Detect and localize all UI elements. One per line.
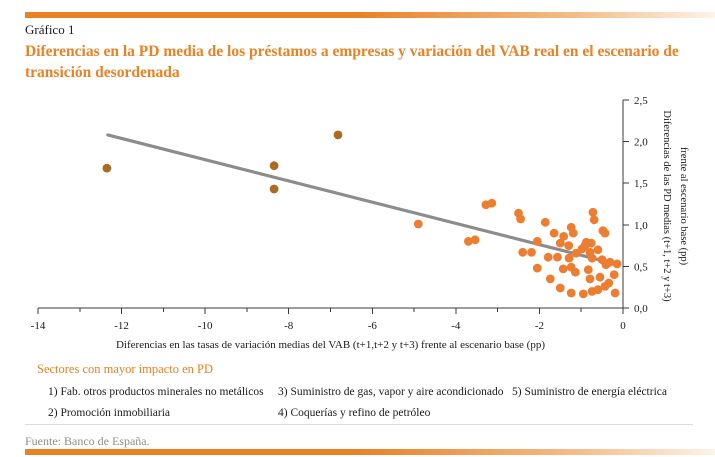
data-point xyxy=(610,288,620,298)
data-point xyxy=(545,274,555,284)
data-point xyxy=(593,245,603,255)
x-tick-label: -6 xyxy=(368,320,378,332)
data-point xyxy=(527,247,536,257)
highlighted-data-point xyxy=(269,161,279,171)
data-point xyxy=(487,198,497,208)
highlighted-data-point xyxy=(102,163,112,173)
data-point xyxy=(470,235,480,245)
data-point xyxy=(604,278,614,288)
data-point xyxy=(587,253,597,263)
highlighted-data-point xyxy=(333,130,343,140)
y-tick-label: 0,0 xyxy=(634,303,648,315)
x-tick-label: -2 xyxy=(535,320,544,332)
y-tick-label: 0,5 xyxy=(634,261,648,273)
data-point xyxy=(609,270,619,280)
data-point xyxy=(593,285,603,295)
figure-number: Gráfico 1 xyxy=(25,22,75,37)
data-point xyxy=(532,263,542,273)
legend-column-2: 3) Suministro de gas, vapor y aire acond… xyxy=(278,382,503,424)
data-point xyxy=(566,288,576,298)
data-point xyxy=(605,257,615,267)
figure-title: Diferencias en la PD media de los présta… xyxy=(25,43,679,81)
data-point xyxy=(564,253,574,263)
highlighted-data-point xyxy=(269,184,279,194)
legend-item-3: 3) Suministro de gas, vapor y aire acond… xyxy=(278,386,504,398)
data-point xyxy=(558,264,568,274)
legend-item-2: 2) Promoción inmobiliaria xyxy=(48,407,171,419)
legend-item-4: 4) Coquerías y refino de petróleo xyxy=(278,407,431,419)
data-point xyxy=(600,228,610,238)
data-point xyxy=(553,252,562,262)
y-axis-title-line2: frente al escenario base (pp) xyxy=(678,147,689,266)
legend-column-3: 5) Suministro de energía eléctrica xyxy=(512,382,667,403)
legend-heading: Sectores con mayor impacto en PD xyxy=(37,362,213,376)
data-point xyxy=(586,238,596,248)
x-tick-label: -4 xyxy=(451,320,461,332)
data-point xyxy=(543,252,553,262)
x-tick-label: -14 xyxy=(31,320,46,332)
data-point xyxy=(588,207,598,217)
data-point xyxy=(518,247,528,257)
legend-item-1: 1) Fab. otros productos minerales no met… xyxy=(48,386,264,398)
x-tick-label: -12 xyxy=(114,320,129,332)
data-point xyxy=(549,228,559,238)
data-point xyxy=(589,215,599,225)
source-note: Fuente: Banco de España. xyxy=(25,434,150,448)
data-point xyxy=(516,214,525,224)
x-tick-label: -8 xyxy=(284,320,294,332)
y-tick-label: 1,0 xyxy=(634,220,648,232)
y-axis-title-line1: Diferencias de las PD medias (t+1, t+2 y… xyxy=(661,110,672,302)
data-point xyxy=(555,238,565,248)
scatter-chart: -14 -12 -10 -8 -6 -4 -2 0 0,0 0,5 1,0 1,5 2,0 2,5 Dife… xyxy=(31,95,689,351)
data-point xyxy=(413,219,423,229)
data-point xyxy=(583,265,593,275)
footer-divider xyxy=(25,424,693,425)
trend-line xyxy=(106,133,614,265)
data-point xyxy=(578,289,588,299)
data-point xyxy=(464,237,473,246)
data-point xyxy=(568,228,578,238)
x-tick-label: -10 xyxy=(198,320,213,332)
legend-column-1: 1) Fab. otros productos minerales no met… xyxy=(48,382,264,424)
data-point xyxy=(595,272,605,282)
chart-area: -14 -12 -10 -8 -6 -4 -2 0 0,0 0,5 1,0 1,5 2,0 2,5 Dife… xyxy=(0,86,715,358)
y-tick-label: 2,5 xyxy=(634,95,648,107)
data-point xyxy=(540,217,550,227)
data-point xyxy=(585,274,595,284)
x-tick-label: 0 xyxy=(620,320,626,332)
y-tick-label: 2,0 xyxy=(634,137,648,149)
legend-item-5: 5) Suministro de energía eléctrica xyxy=(512,386,667,398)
data-point xyxy=(564,241,574,251)
top-accent-bar xyxy=(25,12,715,18)
bottom-accent-bar xyxy=(25,449,715,455)
data-point xyxy=(571,267,580,277)
data-point xyxy=(532,237,542,246)
data-point xyxy=(559,232,569,241)
y-tick-label: 1,5 xyxy=(634,178,648,190)
data-point xyxy=(555,283,565,293)
data-point xyxy=(612,259,622,269)
x-axis-title: Diferencias en las tasas de variación me… xyxy=(116,339,545,351)
